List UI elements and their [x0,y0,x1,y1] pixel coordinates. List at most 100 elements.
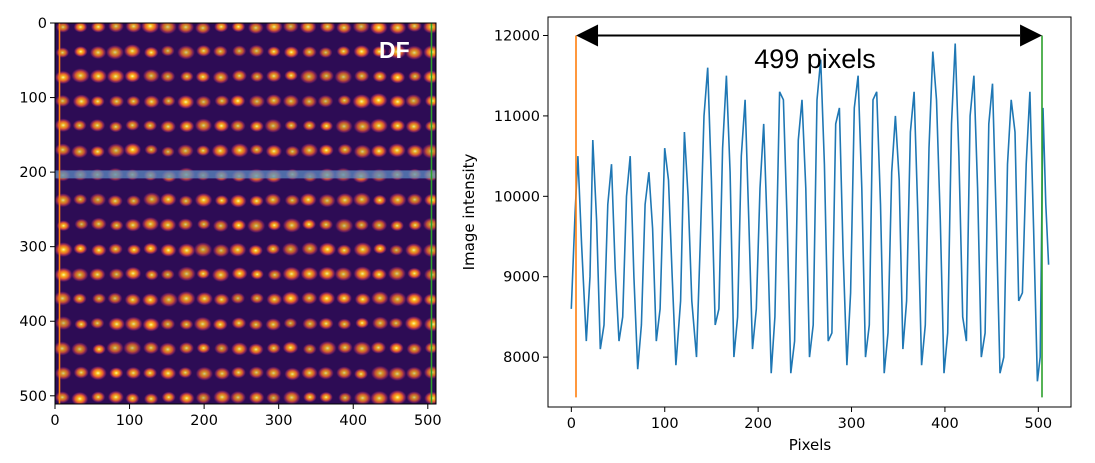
atom-column [71,391,89,404]
atom-column [108,243,124,256]
profile-x-tick-label: 300 [838,416,866,432]
profile-x-tick-label: 0 [567,416,576,432]
atom-column [194,192,213,208]
atom-column [212,70,230,85]
atom-column [176,144,195,158]
atom-column [423,44,436,60]
atom-column [334,69,353,85]
atom-column [248,44,265,58]
atom-column [142,119,158,132]
atom-column [352,23,371,34]
atom-column [73,243,88,255]
atom-column [281,242,300,257]
atom-column [142,317,160,332]
atom-column [90,217,107,231]
atom-column [423,193,436,207]
atom-column [89,192,107,207]
atom-column [55,366,72,381]
atom-column [373,243,387,255]
atom-column [55,118,72,133]
atom-column [55,242,73,258]
atom-column [160,120,177,134]
atom-column [334,266,353,282]
atom-column [89,118,106,132]
atom-column [406,193,423,207]
atom-column [406,23,423,33]
atom-column [231,23,246,33]
image-x-tick-label: 300 [265,413,293,429]
atom-column [71,342,89,357]
atom-column [265,366,282,380]
atom-column [317,366,335,380]
atom-column [248,94,266,109]
atom-column [387,143,407,158]
atom-column [318,193,336,208]
atom-column [370,290,389,306]
atom-column [265,23,284,34]
atom-column [55,267,73,283]
atom-column [369,118,389,134]
atom-column [108,95,125,108]
atom-column [160,243,177,257]
atom-column [370,144,388,158]
atom-column [404,315,424,331]
atom-column [369,92,388,108]
atom-column [335,192,354,208]
atom-column [161,95,176,107]
atom-column [230,366,247,379]
atom-column [56,220,71,232]
atom-column [74,218,89,230]
atom-column [337,143,353,156]
atom-column [142,192,161,207]
atom-column [406,391,423,404]
atom-column [352,93,372,110]
atom-column [283,46,300,59]
image-y-tick-label: 0 [38,16,47,32]
atom-column [229,119,246,133]
atom-column [371,268,387,281]
atom-column [299,69,319,85]
atom-column [422,23,436,34]
image-background [55,23,436,404]
atom-column [90,145,106,158]
atom-column [352,192,371,207]
atom-column [337,94,352,107]
atom-column [318,317,334,330]
atom-column [370,365,390,381]
atom-column [336,366,353,380]
atom-column [194,23,211,35]
atom-column [55,341,72,356]
atom-column [70,267,89,282]
atom-column [160,318,176,331]
profile-x-tick-label: 200 [744,416,772,432]
atom-column [388,23,407,35]
atom-column [143,242,159,255]
atom-column [388,192,407,208]
image-y-tick-label: 300 [19,240,47,256]
atom-column [212,243,230,258]
atom-column [423,365,436,380]
atom-column [353,390,372,404]
profile-y-tick-label: 9000 [503,270,540,286]
atom-column [336,244,352,257]
atom-column [355,317,370,329]
atom-column [179,70,194,83]
atom-column [302,120,317,132]
atom-column [248,244,264,257]
atom-column [232,45,247,57]
atom-column [89,267,106,282]
atom-column [338,392,353,404]
atom-column [55,47,70,59]
atom-column [109,367,124,379]
atom-column [250,268,265,280]
atom-column [301,45,317,59]
atom-column [404,93,423,108]
image-x-tick-label: 400 [339,413,367,429]
image-frame [54,22,437,405]
atom-column [125,23,142,33]
atom-column [144,144,159,156]
profile-y-tick-label: 8000 [503,350,540,366]
atom-column [105,44,125,60]
atom-column [422,70,436,84]
atom-column [124,316,143,332]
